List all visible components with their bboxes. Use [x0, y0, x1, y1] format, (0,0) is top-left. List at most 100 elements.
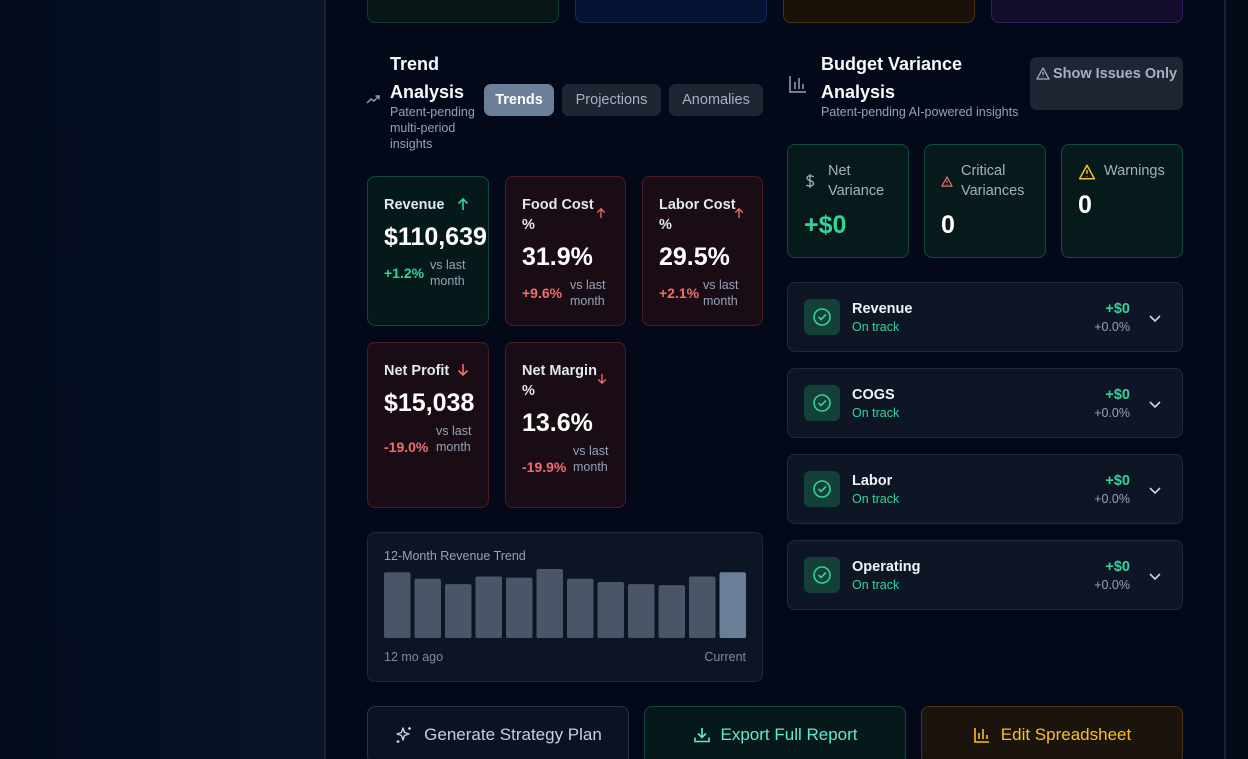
show-issues-only-label: Show Issues Only [1052, 66, 1178, 82]
variance-percent: +0.0% [1094, 492, 1130, 506]
summary-card-3 [783, 0, 975, 23]
chart-bar-M3 [445, 584, 472, 638]
arrow-up-icon [596, 207, 606, 218]
chevron-down-icon[interactable] [1148, 569, 1162, 583]
check-circle-icon [804, 471, 840, 507]
stat-value: 0 [1078, 191, 1092, 219]
chart-bar-M11 [689, 576, 716, 638]
chart-title: 12-Month Revenue Trend [384, 549, 526, 563]
metric-label: Food Cost % [522, 197, 594, 233]
metric-card-food-cost: Food Cost % 31.9% +9.6% vs last month [505, 176, 626, 326]
bar-chart-icon [973, 728, 989, 743]
metric-card-labor-cost: Labor Cost % 29.5% +2.1% vs last month [642, 176, 763, 326]
chart-bar-M12 [719, 572, 746, 638]
trend-analysis-subtitle: Patent-pending multi-period insights [390, 105, 475, 151]
variance-amount: +$0 [1105, 387, 1130, 403]
dollar-icon [805, 174, 815, 188]
metric-compare-label: vs last month [570, 278, 606, 308]
variance-name: Operating [852, 559, 921, 575]
metric-card-net-profit: Net Profit $15,038 -19.0% vs last month [367, 342, 489, 508]
variance-name: COGS [852, 387, 895, 403]
variance-status: On track [852, 406, 900, 420]
download-icon [693, 728, 710, 743]
chart-bar-M7 [567, 578, 594, 638]
variance-name: Revenue [852, 301, 913, 317]
variance-percent: +0.0% [1094, 578, 1130, 592]
metric-label: Net Margin % [522, 363, 597, 399]
export-full-report-label: Export Full Report [720, 725, 858, 744]
stat-value: 0 [941, 211, 955, 239]
chevron-down-icon[interactable] [1148, 311, 1162, 325]
sparkles-icon [396, 727, 412, 743]
variance-row-cogs[interactable]: COGS On track +$0 +0.0% [787, 368, 1183, 438]
variance-status: On track [852, 492, 900, 506]
generate-strategy-plan-button[interactable]: Generate Strategy Plan [367, 706, 629, 759]
chart-bar-M1 [384, 572, 411, 638]
export-full-report-button[interactable]: Export Full Report [644, 706, 906, 759]
variance-status: On track [852, 578, 900, 592]
tab-anomalies[interactable]: Anomalies [669, 84, 763, 116]
edit-spreadsheet-label: Edit Spreadsheet [1000, 725, 1132, 744]
alert-triangle-icon [1036, 67, 1050, 80]
metric-value: 31.9% [522, 243, 593, 271]
metric-value: $110,639 [384, 223, 487, 251]
right-scroll-rail [1224, 0, 1248, 759]
stat-label: Critical Variances [961, 163, 1025, 199]
chevron-down-icon[interactable] [1148, 483, 1162, 497]
chart-bar-M10 [658, 585, 685, 638]
check-circle-icon [804, 299, 840, 335]
edit-spreadsheet-button[interactable]: Edit Spreadsheet [921, 706, 1183, 759]
revenue-trend-chart: 12-Month Revenue Trend 12 mo ago Current [367, 532, 763, 682]
variance-amount: +$0 [1105, 301, 1130, 317]
chevron-down-icon[interactable] [1148, 397, 1162, 411]
check-circle-icon [804, 557, 840, 593]
metric-value: 29.5% [659, 243, 730, 271]
show-issues-only-button[interactable]: Show Issues Only [1030, 57, 1183, 110]
alert-triangle-icon [941, 176, 953, 187]
bar-chart [384, 569, 746, 638]
summary-card-4 [991, 0, 1183, 23]
metric-change: -19.0% [384, 439, 429, 455]
arrow-down-icon [597, 374, 607, 385]
trend-analysis-title: Trend Analysis [390, 54, 465, 102]
stat-label: Net Variance [828, 163, 885, 199]
metric-change: +1.2% [384, 265, 425, 281]
tab-trends[interactable]: Trends [484, 84, 554, 116]
metric-compare-label: vs last month [573, 444, 609, 474]
chart-axis-start-label: 12 mo ago [384, 650, 444, 664]
tab-projections[interactable]: Projections [562, 84, 661, 116]
check-circle-icon [804, 385, 840, 421]
variance-row-labor[interactable]: Labor On track +$0 +0.0% [787, 454, 1183, 524]
trending-up-icon [366, 95, 380, 104]
metric-compare-label: vs last month [430, 258, 466, 288]
chart-bar-M5 [506, 577, 533, 638]
variance-percent: +0.0% [1094, 406, 1130, 420]
variance-name: Labor [852, 473, 893, 489]
variance-amount: +$0 [1105, 473, 1130, 489]
variance-row-operating[interactable]: Operating On track +$0 +0.0% [787, 540, 1183, 610]
stat-label: Warnings [1104, 163, 1165, 179]
arrow-down-icon [457, 364, 469, 377]
metric-value: 13.6% [522, 409, 593, 437]
variance-percent: +0.0% [1094, 320, 1130, 334]
metric-change: +9.6% [522, 285, 563, 301]
metric-compare-label: vs last month [436, 424, 472, 454]
metric-label: Labor Cost % [659, 197, 736, 233]
stat-value: +$0 [804, 211, 847, 239]
chart-bar-M9 [628, 584, 655, 638]
chart-bar-M6 [536, 569, 563, 638]
metric-value: $15,038 [384, 389, 475, 417]
chart-bar-M2 [414, 578, 441, 638]
summary-card-1 [367, 0, 559, 23]
arrow-up-icon [457, 197, 469, 210]
chart-bar-M4 [475, 576, 502, 638]
variance-status: On track [852, 320, 900, 334]
stat-card-net-variance: Net Variance +$0 [787, 144, 909, 258]
chart-bar-M8 [597, 581, 624, 638]
metric-card-net-margin: Net Margin % 13.6% -19.9% vs last month [505, 342, 626, 508]
metric-card-revenue: Revenue $110,639 +1.2% vs last month [367, 176, 489, 326]
variance-row-revenue[interactable]: Revenue On track +$0 +0.0% [787, 282, 1183, 352]
metric-change: +2.1% [659, 285, 700, 301]
bar-chart-icon [789, 76, 806, 93]
chart-axis-end-label: Current [704, 650, 746, 664]
